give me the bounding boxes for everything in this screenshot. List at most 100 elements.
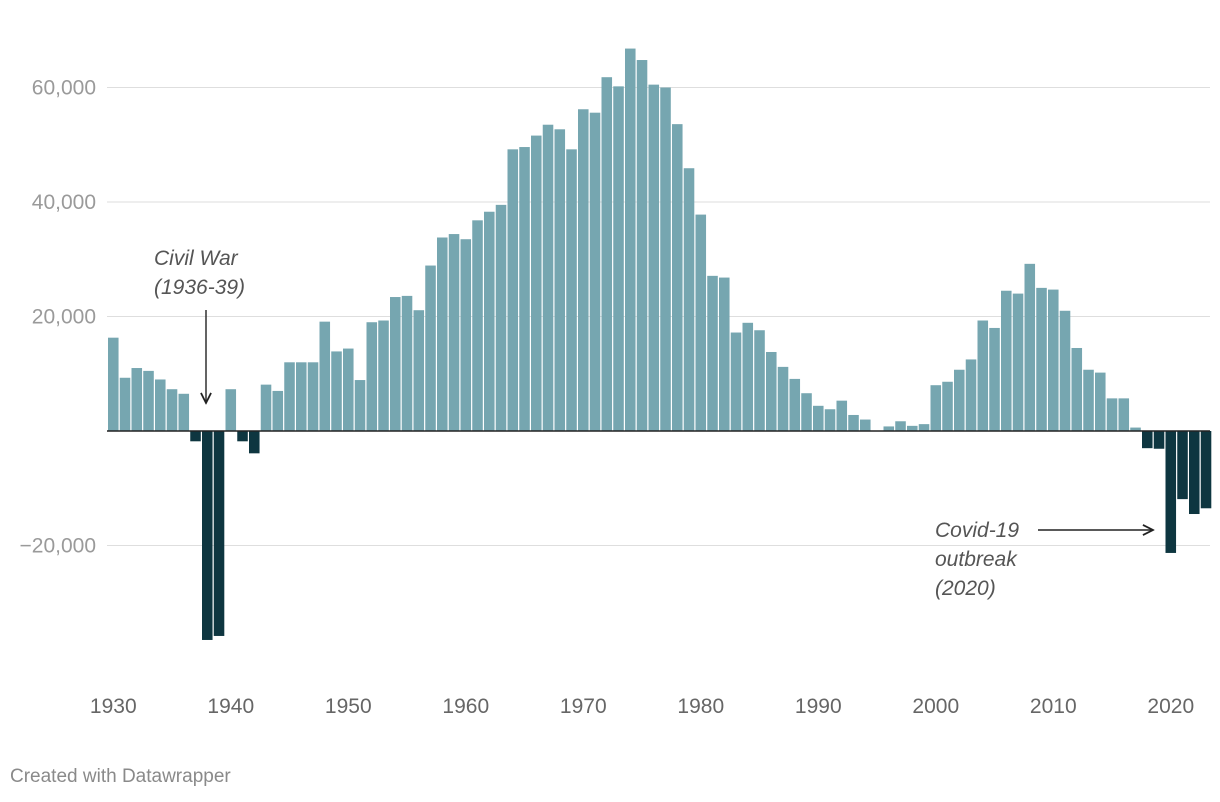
bar-2002	[954, 369, 965, 431]
y-tick-label: 40,000	[32, 191, 96, 214]
bar-1938	[202, 431, 213, 640]
bar-2006	[1001, 290, 1012, 431]
bar-1990	[813, 405, 824, 431]
bar-1932	[131, 368, 143, 431]
x-tick-label: 1940	[207, 695, 254, 718]
bar-1973	[613, 86, 624, 431]
bar-1951	[354, 380, 366, 431]
y-tick-label: 20,000	[32, 306, 96, 329]
x-tick-label: 1990	[795, 695, 842, 718]
bar-1964	[507, 149, 519, 431]
bar-1934	[155, 379, 166, 431]
bar-1999	[918, 424, 930, 431]
x-axis-tick-labels: 1930 1940 1950 1960 1970 1980 1990 2000 2010 2020	[90, 695, 1194, 718]
bar-1950	[343, 348, 354, 431]
bar-1979	[683, 168, 695, 431]
bar-1992	[836, 400, 848, 431]
bar-1941	[237, 431, 248, 442]
bar-1935	[166, 389, 178, 431]
bar-1959	[448, 234, 460, 431]
bar-1981	[707, 275, 718, 431]
bar-2020	[1165, 431, 1177, 553]
bar-1947	[307, 362, 319, 431]
bar-2012	[1071, 347, 1083, 431]
annotation-civil-war-text: Civil War	[154, 247, 239, 270]
bar-2019	[1153, 431, 1165, 449]
bar-2015	[1106, 398, 1118, 431]
x-tick-label: 1930	[90, 695, 137, 718]
bar-1982	[719, 277, 730, 431]
credit-text: Created with Datawrapper	[10, 766, 231, 787]
y-tick-label: −20,000	[20, 535, 97, 558]
bar-1933	[143, 370, 154, 431]
bar-1963	[495, 204, 507, 431]
bar-1977	[660, 87, 671, 431]
bar-1958	[437, 237, 448, 431]
bar-1961	[472, 220, 483, 431]
bar-1948	[319, 321, 331, 431]
bar-1955	[401, 295, 413, 431]
bar-2021	[1177, 431, 1188, 500]
bar-2000	[930, 385, 942, 431]
bar-1975	[636, 60, 648, 432]
bar-2014	[1095, 372, 1106, 431]
bar-1976	[648, 84, 660, 431]
bar-1968	[554, 129, 566, 432]
bar-2023	[1200, 431, 1212, 509]
bar-1965	[519, 147, 530, 432]
bar-2007	[1012, 293, 1024, 431]
bar-1952	[366, 322, 378, 431]
bar-1939	[213, 431, 225, 636]
bar-2018	[1142, 431, 1153, 449]
bar-1940	[225, 389, 237, 431]
bar-1967	[542, 124, 554, 432]
annotation-civil-war-text: (1936-39)	[154, 276, 245, 299]
y-axis-tick-labels: −20,000 20,000 40,000 60,000	[20, 77, 97, 558]
bar-1998	[907, 425, 918, 431]
bar-1943	[260, 384, 272, 431]
bar-2005	[989, 327, 1000, 431]
bar-1993	[848, 414, 859, 431]
bar-1960	[460, 239, 472, 431]
bar-2009	[1036, 287, 1047, 431]
bar-2011	[1059, 310, 1071, 431]
x-tick-label: 1980	[677, 695, 724, 718]
bar-1974	[625, 48, 636, 431]
bar-1944	[272, 390, 284, 431]
bar-1946	[296, 362, 307, 431]
bars	[108, 48, 1212, 640]
x-tick-label: 1960	[442, 695, 489, 718]
bar-1987	[777, 366, 789, 431]
x-tick-label: 2000	[912, 695, 959, 718]
annotation-covid-text: Covid-19	[935, 519, 1019, 542]
bar-1969	[566, 149, 577, 431]
annotations: Civil War (1936-39) Covid-19 outbreak (2020)	[154, 247, 1153, 600]
bar-1942	[249, 431, 260, 454]
bar-1954	[390, 297, 401, 431]
annotation-covid-text: outbreak	[935, 548, 1018, 571]
bar-2010	[1048, 289, 1059, 431]
bar-2004	[977, 320, 989, 431]
bar-1988	[789, 378, 801, 431]
x-tick-label: 1970	[560, 695, 607, 718]
bar-1957	[425, 265, 436, 431]
bar-1949	[331, 351, 342, 431]
bar-1989	[801, 393, 812, 431]
bar-1937	[190, 431, 201, 442]
y-tick-label: 60,000	[32, 77, 96, 100]
bar-1936	[178, 393, 190, 431]
bar-1984	[742, 322, 754, 431]
bar-1945	[284, 362, 295, 431]
bar-1956	[413, 310, 425, 431]
bar-1970	[578, 109, 589, 431]
bar-2017	[1130, 427, 1141, 431]
bar-1985	[754, 330, 765, 431]
bar-1962	[484, 211, 495, 431]
bar-2003	[965, 359, 977, 431]
annotation-covid-text: (2020)	[935, 577, 996, 600]
bar-1972	[601, 77, 613, 431]
bar-1980	[695, 214, 707, 431]
bar-1978	[672, 124, 683, 431]
bar-2013	[1083, 369, 1094, 431]
